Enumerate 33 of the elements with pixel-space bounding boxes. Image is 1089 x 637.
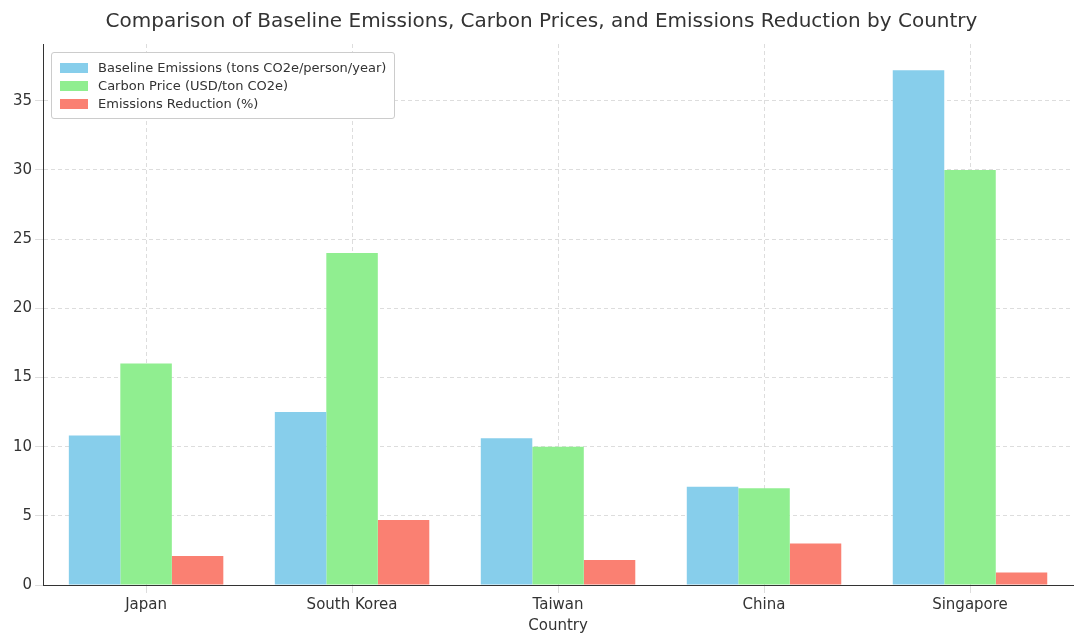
y-tick-label: 15 — [12, 367, 33, 386]
x-axis-title: Country — [528, 615, 588, 634]
x-tick-label: South Korea — [306, 594, 398, 613]
bar — [480, 438, 533, 585]
bar — [377, 519, 430, 585]
y-tick-label: 30 — [12, 159, 33, 178]
y-tick-label: 10 — [12, 436, 33, 455]
bar — [995, 572, 1048, 585]
bar — [171, 555, 224, 585]
bar — [789, 543, 842, 585]
y-tick-label: 25 — [12, 228, 33, 247]
bar — [326, 252, 378, 585]
bar — [532, 446, 584, 585]
x-tick-label: Singapore — [932, 594, 1008, 613]
bar — [274, 412, 327, 585]
bar — [68, 435, 121, 585]
legend-label: Carbon Price (USD/ton CO2e) — [98, 78, 289, 93]
bar — [944, 169, 996, 585]
chart-title: Comparison of Baseline Emissions, Carbon Prices, and Emissions Reduction by Country — [105, 8, 978, 33]
y-tick-label: 20 — [12, 298, 33, 317]
bar — [120, 363, 172, 585]
y-tick-label: 5 — [22, 505, 33, 524]
x-tick-label: Japan — [124, 594, 167, 613]
y-tick-label: 35 — [12, 90, 33, 109]
bar — [738, 488, 790, 585]
bar — [892, 70, 945, 585]
legend-label: Baseline Emissions (tons CO2e/person/year) — [98, 60, 387, 75]
bar — [686, 486, 739, 585]
legend-label: Emissions Reduction (%) — [98, 96, 259, 111]
y-tick-label: 0 — [22, 574, 33, 593]
x-tick-label: China — [742, 594, 786, 613]
x-tick-label: Taiwan — [531, 594, 584, 613]
bar — [583, 560, 636, 585]
